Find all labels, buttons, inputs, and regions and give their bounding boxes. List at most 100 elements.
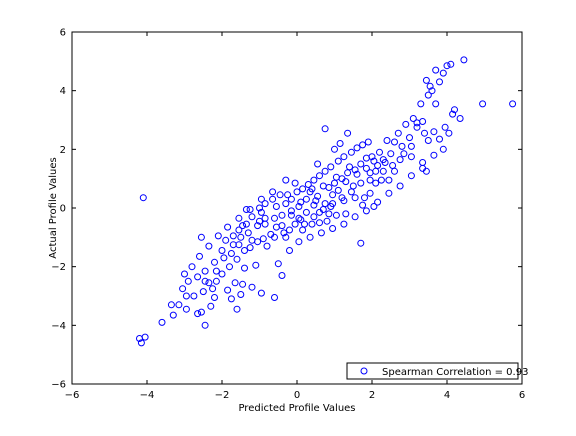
data-point: [351, 166, 359, 174]
data-point: [212, 277, 220, 285]
x-axis-label: Predicted Profile Values: [238, 403, 355, 414]
data-point: [274, 260, 282, 268]
data-point: [344, 169, 352, 177]
data-point: [237, 291, 245, 298]
data-point: [419, 164, 427, 172]
data-point: [374, 162, 382, 169]
data-point: [278, 211, 286, 219]
data-point: [389, 162, 397, 169]
data-point: [212, 267, 220, 275]
axis-ticks: −6 −4 −2 0 2 4 6 −6 −4 −2 0 2 4 6: [51, 28, 525, 402]
data-point: [509, 100, 517, 108]
data-point: [316, 219, 323, 227]
data-point: [207, 302, 215, 310]
data-point: [443, 62, 451, 70]
data-point: [224, 223, 232, 231]
data-point: [229, 241, 237, 249]
data-point: [302, 195, 310, 203]
data-point: [460, 56, 468, 64]
data-point: [287, 207, 295, 215]
data-point: [366, 189, 374, 197]
data-point: [246, 244, 254, 252]
data-point: [295, 238, 303, 246]
data-point: [329, 191, 337, 199]
data-point: [261, 214, 269, 222]
data-point: [233, 305, 241, 313]
data-point: [306, 233, 314, 241]
plot-area: [71, 31, 523, 385]
data-point: [297, 198, 305, 206]
x-tick-label: −6: [65, 390, 80, 401]
data-point: [374, 198, 382, 206]
x-tick-label: 6: [519, 390, 525, 401]
data-point: [391, 138, 398, 146]
legend-label: Spearman Correlation = 0.93: [382, 367, 528, 378]
data-point: [451, 106, 458, 114]
data-point: [252, 261, 260, 269]
data-point: [276, 191, 284, 199]
data-point: [351, 194, 359, 202]
data-point: [231, 279, 239, 287]
data-point: [332, 211, 340, 219]
data-point: [377, 176, 385, 184]
data-point: [261, 200, 269, 208]
x-tick-label: 4: [444, 390, 450, 401]
y-tick-label: −6: [51, 380, 66, 391]
data-point: [426, 82, 434, 90]
data-point: [432, 66, 440, 74]
data-point: [340, 220, 348, 228]
legend: Spearman Correlation = 0.93: [346, 362, 528, 380]
data-point: [190, 292, 198, 300]
data-point: [301, 220, 308, 228]
data-point: [287, 195, 295, 203]
data-point: [336, 140, 344, 147]
data-point: [137, 339, 145, 347]
data-point: [291, 179, 299, 187]
data-point: [201, 277, 209, 285]
data-point: [242, 220, 250, 228]
data-point: [222, 236, 230, 244]
data-point: [237, 233, 245, 241]
data-point: [248, 213, 256, 221]
data-point: [370, 157, 378, 165]
data-point: [344, 129, 352, 137]
data-point: [194, 310, 202, 318]
data-point: [205, 242, 213, 250]
data-point: [233, 255, 241, 263]
data-point: [282, 200, 290, 208]
data-point: [218, 270, 226, 278]
data-point: [351, 213, 359, 221]
data-point: [167, 301, 175, 309]
data-point: [256, 204, 263, 212]
data-point: [209, 285, 217, 293]
data-point: [366, 169, 374, 177]
data-point: [241, 264, 248, 272]
data-point: [201, 267, 209, 275]
data-point: [417, 100, 425, 108]
data-point: [368, 153, 376, 161]
data-point: [211, 294, 218, 301]
data-point: [353, 170, 361, 178]
data-point: [400, 150, 408, 158]
data-point: [396, 156, 404, 164]
data-point: [421, 129, 428, 137]
data-point: [456, 115, 464, 122]
data-point: [385, 189, 393, 197]
data-point: [278, 272, 286, 279]
data-point: [409, 115, 417, 122]
x-tick-label: 2: [369, 390, 375, 401]
x-tick-label: −4: [140, 390, 155, 401]
data-point: [432, 100, 440, 108]
data-point: [361, 194, 368, 202]
data-point: [357, 160, 365, 168]
data-point: [287, 211, 295, 219]
data-point: [338, 194, 346, 202]
data-point: [184, 277, 192, 285]
data-point: [321, 125, 329, 133]
data-point: [280, 229, 288, 237]
data-point: [312, 197, 320, 205]
data-point: [430, 128, 438, 136]
data-point: [220, 254, 228, 262]
